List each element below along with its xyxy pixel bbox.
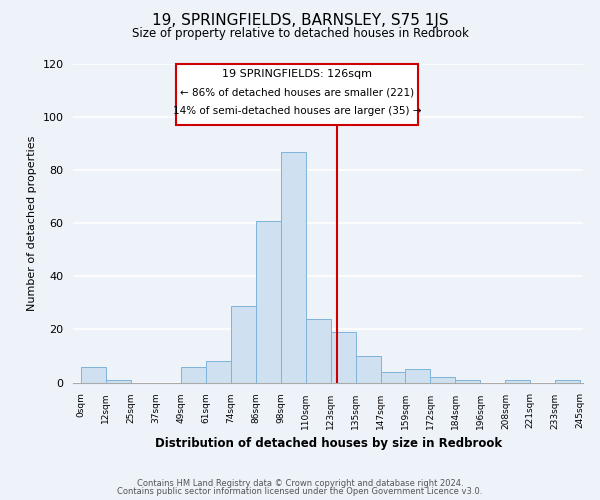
Bar	[81, 366, 106, 382]
Bar	[231, 306, 256, 382]
Bar	[331, 332, 356, 382]
Bar	[106, 380, 131, 382]
FancyBboxPatch shape	[176, 64, 418, 125]
Text: Size of property relative to detached houses in Redbrook: Size of property relative to detached ho…	[131, 28, 469, 40]
Text: 19, SPRINGFIELDS, BARNSLEY, S75 1JS: 19, SPRINGFIELDS, BARNSLEY, S75 1JS	[152, 12, 448, 28]
Text: ← 86% of detached houses are smaller (221): ← 86% of detached houses are smaller (22…	[180, 88, 414, 98]
Bar	[281, 152, 305, 382]
Text: Contains public sector information licensed under the Open Government Licence v3: Contains public sector information licen…	[118, 487, 482, 496]
Bar	[256, 220, 281, 382]
Bar	[380, 372, 406, 382]
Bar	[305, 319, 331, 382]
Bar	[455, 380, 481, 382]
Text: 14% of semi-detached houses are larger (35) →: 14% of semi-detached houses are larger (…	[173, 106, 421, 117]
Text: 19 SPRINGFIELDS: 126sqm: 19 SPRINGFIELDS: 126sqm	[222, 70, 372, 80]
Bar	[181, 366, 206, 382]
Bar	[356, 356, 380, 382]
Text: Contains HM Land Registry data © Crown copyright and database right 2024.: Contains HM Land Registry data © Crown c…	[137, 478, 463, 488]
Bar	[505, 380, 530, 382]
Bar	[556, 380, 580, 382]
Bar	[206, 362, 231, 382]
Bar	[406, 370, 430, 382]
Y-axis label: Number of detached properties: Number of detached properties	[27, 136, 37, 311]
Bar	[430, 378, 455, 382]
X-axis label: Distribution of detached houses by size in Redbrook: Distribution of detached houses by size …	[155, 437, 502, 450]
